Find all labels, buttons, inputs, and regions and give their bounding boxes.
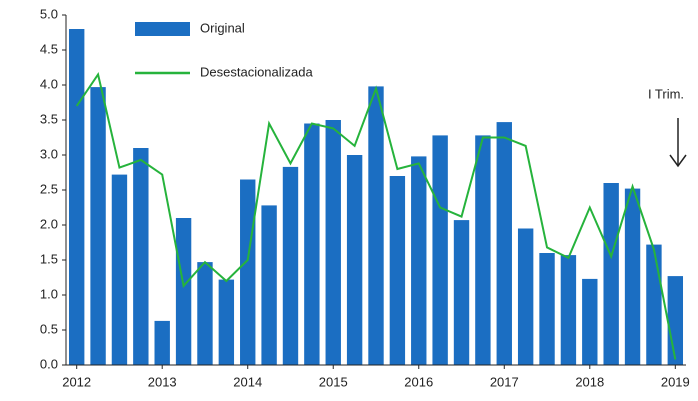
bar <box>667 276 684 365</box>
bar <box>154 320 170 365</box>
legend-swatch <box>135 22 190 36</box>
bar <box>368 86 384 366</box>
x-tick-label: 2017 <box>490 374 519 389</box>
x-tick-label: 2016 <box>404 374 433 389</box>
y-tick-label: 3.5 <box>40 111 58 126</box>
y-tick-label: 4.0 <box>40 76 58 91</box>
x-tick-label: 2015 <box>319 374 348 389</box>
x-tick-label: 2014 <box>233 374 262 389</box>
bar <box>389 176 406 365</box>
legend-label: Original <box>200 20 245 35</box>
bar <box>560 255 577 365</box>
bar <box>133 148 149 365</box>
bar <box>282 166 299 365</box>
arrow-head <box>669 154 687 168</box>
y-tick-label: 1.0 <box>40 286 58 301</box>
bar <box>197 262 213 365</box>
y-tick-label: 5.0 <box>40 6 58 21</box>
legend-label: Desestacionalizada <box>200 64 314 79</box>
bar <box>517 228 534 365</box>
x-tick-label: 2019 <box>661 374 690 389</box>
annotation: I Trim. <box>648 86 684 101</box>
y-tick-label: 1.5 <box>40 251 58 266</box>
line <box>75 72 677 360</box>
y-tick-label: 2.0 <box>40 216 58 231</box>
y-tick-label: 3.0 <box>40 146 58 161</box>
y-tick-label: 0.0 <box>40 356 58 371</box>
bar <box>582 278 598 365</box>
y-tick-label: 0.5 <box>40 321 58 336</box>
bar <box>346 155 363 365</box>
bar <box>90 87 106 365</box>
bar <box>240 179 256 365</box>
x-tick-label: 2018 <box>575 374 604 389</box>
bar <box>68 29 85 365</box>
y-tick-label: 4.5 <box>40 41 58 56</box>
bar <box>175 218 192 365</box>
bar <box>496 122 512 365</box>
bar <box>603 183 619 365</box>
bar <box>624 188 641 365</box>
bar <box>111 174 128 365</box>
y-tick-label: 2.5 <box>40 181 58 196</box>
bar <box>453 220 470 365</box>
bar <box>432 135 448 365</box>
bar <box>646 244 662 365</box>
bar <box>261 205 277 365</box>
bar <box>325 120 341 365</box>
bar <box>475 135 491 365</box>
bar <box>539 253 555 365</box>
x-tick-label: 2012 <box>62 374 91 389</box>
bar <box>411 156 427 365</box>
bar <box>218 279 235 365</box>
bar <box>304 123 320 365</box>
x-tick-label: 2013 <box>148 374 177 389</box>
